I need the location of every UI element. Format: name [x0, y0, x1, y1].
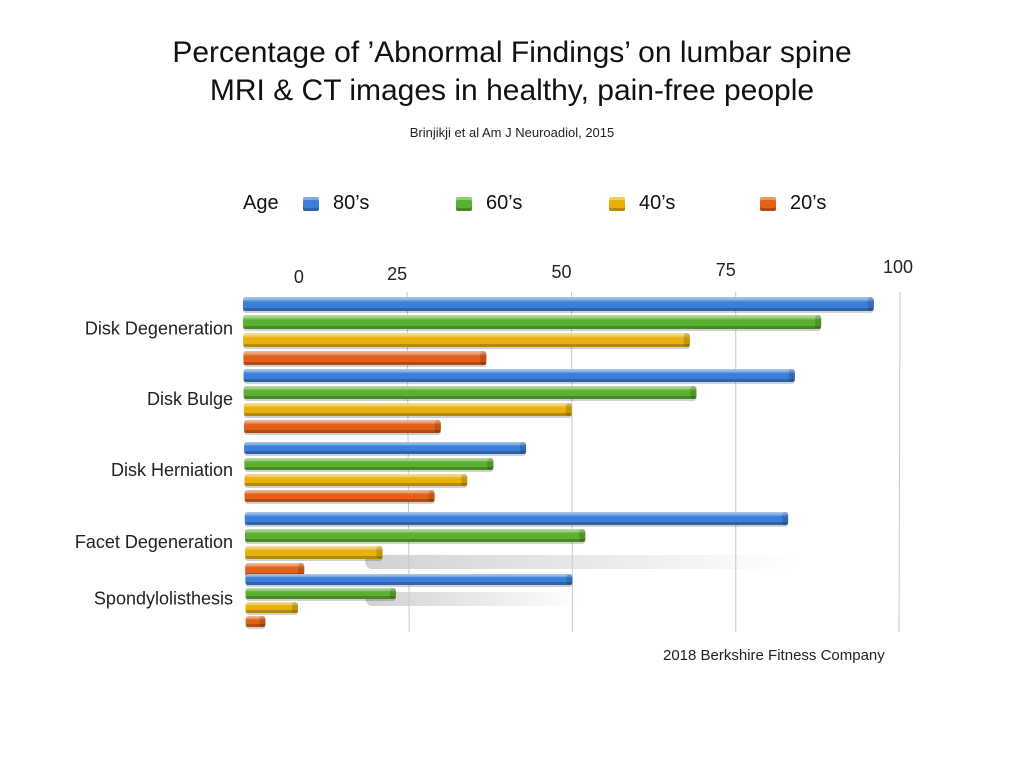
- legend-entry-80s: 80’s: [303, 192, 369, 215]
- legend-swatch-80s: [303, 196, 319, 211]
- legend-swatch-60s: [456, 196, 472, 211]
- legend-label-80s: 80’s: [333, 192, 370, 214]
- bar-disk-herniation-80-s: [244, 442, 527, 456]
- bar-facet-degeneration-40-s: [245, 546, 383, 561]
- x-tick-label-75: 75: [716, 260, 736, 280]
- credit-text: 2018 Berkshire Fitness Company: [663, 647, 885, 664]
- bar-disk-herniation-20-s: [244, 490, 435, 504]
- bar-spondylolisthesis-40-s: [245, 602, 298, 615]
- chart-subtitle: Brinjikji et al Am J Neuroadiol, 2015: [409, 125, 615, 140]
- legend-title: Age: [243, 192, 279, 214]
- chart-title-line-2: MRI & CT images in healthy, pain-free pe…: [209, 74, 815, 107]
- bar-shadows: [365, 555, 799, 606]
- bar-shadow-1: [365, 592, 583, 606]
- legend-label-40s: 40’s: [639, 192, 676, 214]
- bars: [242, 297, 874, 629]
- bar-disk-herniation-40-s: [244, 474, 468, 488]
- bar-shadow-0: [365, 555, 799, 569]
- legend-entry-60s: 60’s: [456, 192, 522, 215]
- bar-facet-degeneration-80-s: [244, 512, 789, 527]
- chart-title: Percentage of ’Abnormal Findings’ on lum…: [0, 34, 1024, 110]
- x-tick-label-0: 0: [294, 267, 304, 287]
- bar-disk-bulge-60-s: [243, 386, 697, 401]
- bar-spondylolisthesis-20-s: [245, 616, 266, 629]
- legend-swatch-20s: [760, 196, 776, 211]
- category-labels: Disk Degeneration Disk Bulge Disk Herniati…: [75, 319, 233, 609]
- bar-disk-bulge-20-s: [244, 420, 441, 435]
- legend-label-20s: 20’s: [790, 192, 827, 214]
- bar-spondylolisthesis-60-s: [245, 588, 396, 601]
- x-tick-label-50: 50: [551, 262, 571, 282]
- bar-disk-bulge-40-s: [243, 403, 572, 418]
- legend-entry-20s: 20’s: [760, 192, 826, 215]
- bar-disk-herniation-60-s: [244, 458, 494, 472]
- gridline-100: [898, 291, 901, 633]
- x-tick-label-100: 100: [883, 257, 913, 277]
- x-axis-ticks: 0 25 50 75 100: [294, 257, 913, 287]
- bar-spondylolisthesis-80-s: [245, 574, 573, 587]
- legend-entry-40s: 40’s: [609, 192, 675, 215]
- bar-disk-degeneration-20-s: [243, 351, 487, 367]
- chart-title-line-1: Percentage of ’Abnormal Findings’ on lum…: [172, 36, 852, 69]
- bar-disk-degeneration-60-s: [243, 315, 822, 331]
- category-label-disk-herniation: Disk Herniation: [111, 460, 233, 480]
- legend-swatch-40s: [609, 196, 625, 211]
- gridline-50: [570, 291, 573, 633]
- category-label-disk-bulge: Disk Bulge: [147, 389, 233, 409]
- category-label-facet-degeneration: Facet Degeneration: [75, 532, 233, 552]
- bar-disk-bulge-80-s: [243, 369, 795, 384]
- bar-disk-degeneration-40-s: [243, 333, 690, 349]
- category-label-disk-degeneration: Disk Degeneration: [85, 319, 233, 339]
- legend-label-60s: 60’s: [486, 192, 523, 214]
- x-tick-label-25: 25: [387, 264, 407, 284]
- category-label-spondylolisthesis: Spondylolisthesis: [94, 589, 233, 609]
- bar-facet-degeneration-60-s: [245, 529, 586, 544]
- bar-disk-degeneration-80-s: [242, 297, 874, 313]
- legend: Age 80’s 60’s 40’s 20’s: [243, 192, 883, 218]
